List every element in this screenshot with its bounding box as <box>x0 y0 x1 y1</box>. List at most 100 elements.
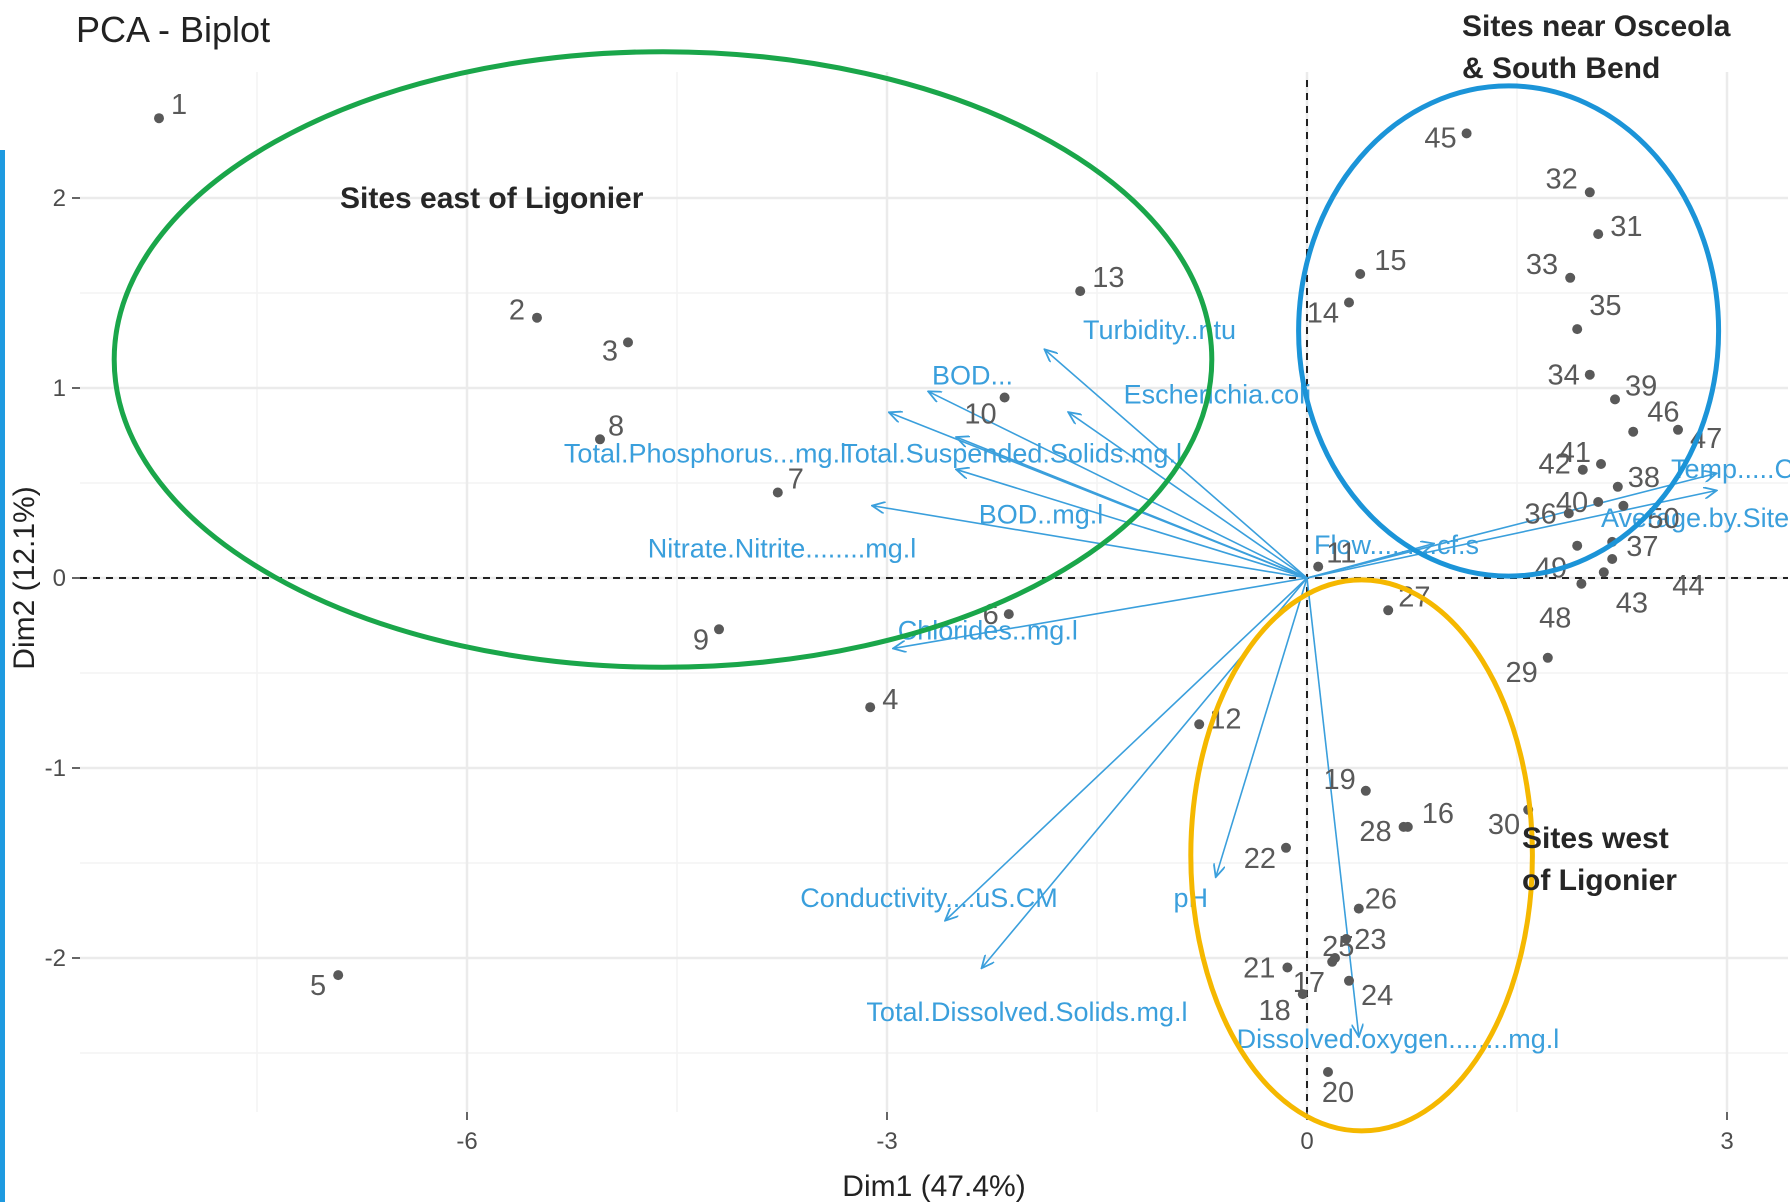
point-marker <box>1572 540 1583 551</box>
point-marker <box>1355 269 1366 279</box>
vector-arrow <box>929 392 1308 579</box>
point-marker <box>1341 934 1352 944</box>
annotation-label: Sites east of Ligonier <box>340 182 644 215</box>
point-marker <box>1282 962 1293 973</box>
point-label: 48 <box>1539 603 1571 635</box>
point-marker <box>1576 578 1587 589</box>
vector-arrow <box>1069 413 1308 579</box>
annotation-label: Sites near Osceola <box>1462 10 1731 43</box>
point-label: 16 <box>1422 798 1454 830</box>
point-marker <box>1673 424 1683 435</box>
point-label: 31 <box>1610 211 1642 243</box>
axes: -6 -3 0 3 -2 -1 0 1 2 <box>45 185 1734 1155</box>
point-marker <box>1612 481 1623 492</box>
annotation-label: of Ligonier <box>1522 864 1677 897</box>
point-marker <box>1628 426 1639 437</box>
y-tick-label: 2 <box>53 185 66 212</box>
y-tick-label: -2 <box>45 945 66 972</box>
vector-label: Total.Suspended.Solids.mg.l <box>841 439 1182 469</box>
point-label: 10 <box>964 399 996 431</box>
point-marker <box>772 487 783 498</box>
point-label: 43 <box>1616 587 1648 619</box>
point-label: 32 <box>1546 163 1578 195</box>
y-tick-label: 0 <box>53 565 66 592</box>
point-label: 9 <box>693 624 709 656</box>
point-marker <box>1194 719 1205 730</box>
annotation-label: Sites west <box>1522 822 1669 855</box>
point-label: 8 <box>608 410 624 442</box>
left-accent-bar <box>0 150 5 1202</box>
point-marker <box>1596 459 1606 469</box>
annotations: Sites east of Ligonier Sites near Osceola… <box>111 10 1731 1134</box>
vector-arrow <box>894 577 1308 648</box>
point-label: 42 <box>1539 449 1571 481</box>
vector-label: Nitrate.Nitrite........mg.l <box>648 534 917 564</box>
point-marker <box>1572 324 1583 335</box>
x-axis-label: Dim1 (47.4%) <box>842 1170 1025 1202</box>
grid <box>80 72 1788 1112</box>
point-marker <box>1344 975 1354 986</box>
point-label: 33 <box>1526 249 1558 281</box>
point-marker <box>1297 989 1308 1000</box>
point-label: 40 <box>1556 487 1588 519</box>
point-label: 18 <box>1259 995 1291 1027</box>
point-marker <box>1610 394 1620 405</box>
vector-arrow <box>1306 577 1359 1036</box>
vector-label: Escherichia.coli <box>1124 380 1312 410</box>
point-label: 39 <box>1625 370 1657 402</box>
point-label: 44 <box>1672 570 1704 602</box>
point-marker <box>1565 272 1576 283</box>
point-marker <box>1281 842 1291 853</box>
point-marker <box>1607 554 1618 564</box>
annotation-label: & South Bend <box>1462 52 1660 85</box>
vector-label: Conductivity....uS.CM <box>800 883 1058 913</box>
point-marker <box>1593 497 1604 507</box>
point-label: 28 <box>1359 816 1391 848</box>
point-marker <box>1577 464 1588 475</box>
vector-arrow <box>957 437 1308 579</box>
point-marker <box>1618 500 1629 511</box>
vector-arrow <box>957 470 1308 579</box>
point-marker <box>1563 508 1574 519</box>
annotation-ellipse <box>1296 83 1722 579</box>
point-marker <box>154 113 164 124</box>
variable-vectors: Turbidity..ntuEscherichia.coliBOD...Tota… <box>564 315 1790 1054</box>
vector-label: BOD... <box>932 361 1013 391</box>
point-label: 4 <box>882 684 898 716</box>
y-axis-label: Dim2 (12.1%) <box>8 486 41 669</box>
point-label: 1 <box>171 89 187 121</box>
point-label: 14 <box>1307 298 1339 330</box>
x-tick-label: 3 <box>1720 1128 1733 1155</box>
point-label: 25 <box>1322 931 1354 963</box>
point-marker <box>714 624 724 635</box>
vector-arrow <box>1045 350 1308 579</box>
point-label: 3 <box>602 335 618 367</box>
point-label: 20 <box>1322 1077 1354 1109</box>
point-marker <box>1323 1067 1333 1077</box>
vector-label: Dissolved.oxygen........mg.l <box>1237 1024 1560 1054</box>
point-label: 38 <box>1628 462 1660 494</box>
point-label: 36 <box>1525 498 1557 530</box>
point-marker <box>1075 286 1086 297</box>
point-label: 35 <box>1589 290 1621 322</box>
vector-label: Temp.....C <box>1671 454 1790 484</box>
x-tick-label: 0 <box>1300 1128 1313 1155</box>
y-tick-label: -1 <box>45 755 66 782</box>
point-marker <box>333 970 344 981</box>
point-marker <box>623 337 633 348</box>
vector-arrow <box>1216 577 1308 876</box>
point-marker <box>1327 956 1338 967</box>
point-marker <box>1598 567 1609 578</box>
annotation-ellipse <box>111 49 1215 670</box>
x-tick-label: -3 <box>876 1128 897 1155</box>
point-label: 2 <box>509 295 525 327</box>
x-tick-label: -6 <box>456 1128 477 1155</box>
point-marker <box>532 312 542 323</box>
point-label: 29 <box>1506 657 1538 689</box>
point-marker <box>1313 561 1324 572</box>
point-marker <box>1353 903 1364 914</box>
point-label: 37 <box>1626 531 1658 563</box>
vector-label: Total.Dissolved.Solids.mg.l <box>866 997 1187 1027</box>
point-label: 13 <box>1092 262 1124 294</box>
